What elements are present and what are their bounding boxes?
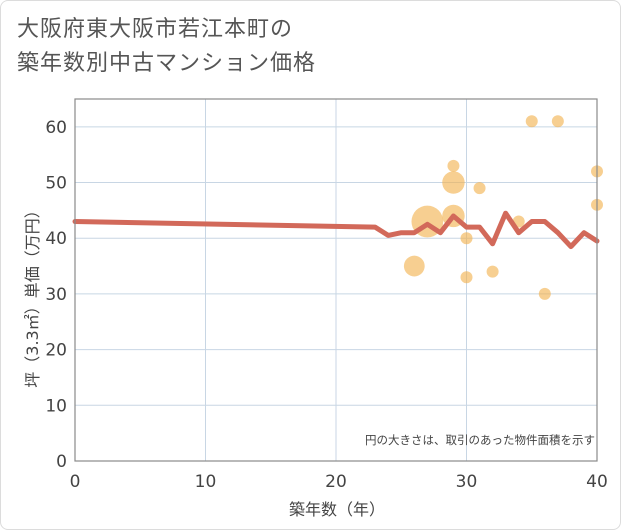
x-tick-label-2: 20 xyxy=(325,472,347,492)
y-tick-label-5: 50 xyxy=(45,174,67,194)
plot-frame xyxy=(74,98,598,462)
x-tick-label-3: 30 xyxy=(456,472,478,492)
bubble-point-2 xyxy=(442,171,465,194)
bubble-point-6 xyxy=(460,271,473,284)
y-tick-label-2: 20 xyxy=(45,341,67,361)
chart-title: 大阪府東大阪市若江本町の 築年数別中古マンション価格 xyxy=(17,13,316,81)
bubble-point-5 xyxy=(460,232,473,245)
bubble-size-note: 円の大きさは、取引のあった物件面積を示す xyxy=(365,433,595,447)
y-tick-label-0: 0 xyxy=(56,452,67,472)
bubble-layer xyxy=(403,115,603,300)
y-tick-label-4: 40 xyxy=(45,229,67,249)
bubble-point-0 xyxy=(403,255,425,277)
bubble-point-11 xyxy=(538,287,551,300)
bubble-point-7 xyxy=(473,182,486,195)
x-tick-label-0: 0 xyxy=(70,472,81,492)
average-price-line xyxy=(72,210,600,250)
y-tick-label-3: 30 xyxy=(45,285,67,305)
y-tick-label-6: 60 xyxy=(45,118,67,138)
bubble-point-12 xyxy=(551,115,564,128)
chart-title-line-1: 大阪府東大阪市若江本町の xyxy=(17,17,294,42)
y-axis-title: 坪（3.3㎡）単価（万円） xyxy=(23,202,42,387)
x-axis-title: 築年数（年） xyxy=(289,500,385,519)
y-tick-label-1: 10 xyxy=(45,396,67,416)
x-tick-label-1: 10 xyxy=(195,472,217,492)
x-tick-labels: 0 10 20 30 40 xyxy=(70,472,608,492)
y-tick-labels: 0 10 20 30 40 50 60 xyxy=(45,118,67,472)
x-tick-label-4: 40 xyxy=(586,472,608,492)
bubble-point-8 xyxy=(486,265,499,278)
bubble-point-10 xyxy=(525,115,538,128)
chart-title-line-2: 築年数別中古マンション価格 xyxy=(17,51,317,76)
grid-lines xyxy=(75,99,597,461)
bubble-point-4 xyxy=(447,159,460,172)
